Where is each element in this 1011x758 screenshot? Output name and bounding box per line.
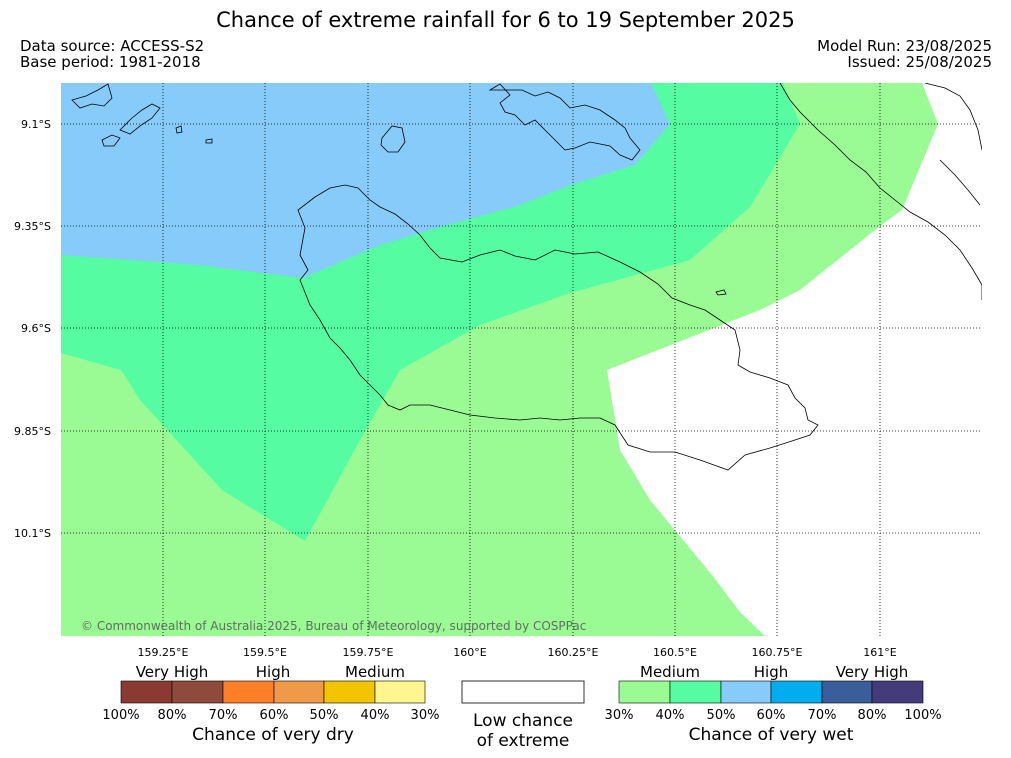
dry-swatch [171,680,224,704]
russell-coastline-2 [119,103,161,135]
dry-legend: Very High High Medium 100% 80% 70% 60% 5… [102,663,439,745]
model-run-text: Model Run: 23/08/2025 [817,37,992,55]
wet-swatch [618,680,671,704]
base-period-text: Base period: 1981-2018 [20,53,201,71]
low-caption-line2: of extreme [477,731,570,751]
wet-swatch [821,680,873,704]
dry-tick: 60% [260,708,289,723]
source-info: Data source: ACCESS-S2 Base period: 1981… [20,38,204,70]
lon-label: 159.25°E [138,646,189,659]
copyright-note: © Commonwealth of Australia 2025, Bureau… [81,619,586,633]
wet-tick: 40% [656,708,685,723]
wet-tick: 60% [757,708,786,723]
malaita-coastline [779,83,982,300]
wet-legend: Medium High Very High 30% 40% 50% 60% 70… [605,663,942,745]
run-info: Model Run: 23/08/2025 Issued: 25/08/2025 [817,38,992,70]
zone-wet-50-60 [61,83,670,278]
dry-tick: 30% [411,708,440,723]
lon-label: 159.75°E [343,646,394,659]
data-source-text: Data source: ACCESS-S2 [20,37,205,55]
guadalcanal-coastline [297,184,819,471]
wet-swatch [770,680,823,704]
lat-label: 9.6°S [21,322,51,335]
wet-tick: 100% [904,708,941,723]
wet-swatch [669,680,722,704]
low-chance-swatch [461,680,585,704]
wet-swatch [871,680,924,704]
dry-tick: 80% [158,708,187,723]
low-legend: Low chance of extreme [461,680,585,751]
probability-field [61,83,982,636]
wet-category-label: High [754,663,788,681]
coastlines [71,83,982,471]
nggela-coastline [488,83,641,161]
dry-swatch [273,680,325,704]
wet-caption: Chance of very wet [689,725,854,745]
dry-tick: 50% [310,708,339,723]
lat-label: 9.1°S [21,118,51,131]
wet-tick: 70% [808,708,837,723]
lon-label: 159.5°E [243,646,287,659]
low-caption-line1: Low chance [473,711,573,731]
savo-coastline [380,125,406,153]
malaita-coastline-2 [924,83,982,151]
lon-label: 161°E [863,646,896,659]
russell-coastline [71,83,113,109]
russell-coastline-3 [101,134,121,147]
wet-tick: 30% [605,708,634,723]
dry-swatch [374,680,426,704]
dry-category-label: Very High [136,663,209,681]
map-title: Chance of extreme rainfall for 6 to 19 S… [216,8,795,32]
issued-text: Issued: 25/08/2025 [847,53,992,71]
lat-label: 10.1°S [14,527,51,540]
wet-category-label: Medium [640,663,700,681]
lon-label: 160°E [453,646,486,659]
islet-east [715,289,727,296]
dry-swatch [120,680,173,704]
lon-label: 160.75°E [752,646,803,659]
dry-caption: Chance of very dry [192,725,354,745]
lat-label: 9.85°S [14,425,51,438]
longitude-labels: 159.25°E 159.5°E 159.75°E 160°E 160.25°E… [138,646,897,659]
malaita-coastline-3 [939,159,981,206]
dry-category-label: Medium [345,663,405,681]
wet-tick: 50% [707,708,736,723]
lon-label: 160.25°E [548,646,599,659]
lon-label: 160.5°E [653,646,697,659]
dry-swatch [323,680,376,704]
small-islet [205,138,213,144]
dry-tick: 70% [209,708,238,723]
latitude-labels: 9.1°S 9.35°S 9.6°S 9.85°S 10.1°S [14,118,51,540]
dry-swatch [222,680,275,704]
dry-category-label: High [256,663,290,681]
wet-category-label: Very High [836,663,909,681]
graticule [61,83,982,636]
wet-swatch [720,680,772,704]
dry-tick: 100% [102,708,139,723]
small-islet-2 [175,125,183,134]
wet-tick: 80% [858,708,887,723]
dry-tick: 40% [361,708,390,723]
lat-label: 9.35°S [14,220,51,233]
